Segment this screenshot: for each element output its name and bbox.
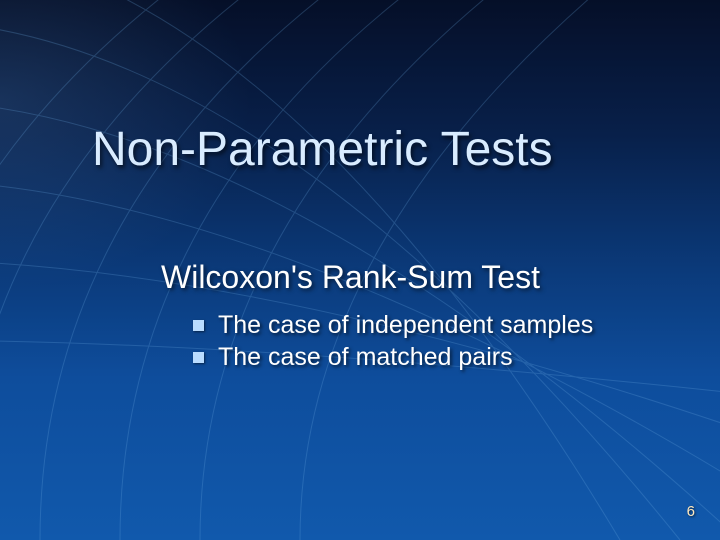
bullet-list: The case of independent samples The case… [193,309,593,373]
square-bullet-icon [193,320,204,331]
square-bullet-icon [193,352,204,363]
section-heading: Wilcoxon's Rank-Sum Test [161,259,540,296]
slide: Non-Parametric Tests Wilcoxon's Rank-Sum… [0,0,720,540]
bullet-text: The case of independent samples [218,309,593,341]
slide-title: Non-Parametric Tests [92,122,553,177]
page-number: 6 [687,503,695,520]
bullet-text: The case of matched pairs [218,341,513,373]
list-item: The case of independent samples [193,309,593,341]
list-item: The case of matched pairs [193,341,593,373]
